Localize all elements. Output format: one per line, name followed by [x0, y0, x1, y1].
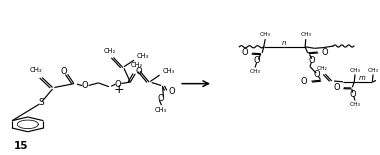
Text: +: +	[114, 83, 124, 96]
Text: CH₂: CH₂	[317, 66, 328, 71]
Text: O: O	[350, 90, 356, 99]
Text: O: O	[314, 70, 320, 79]
Text: CH₃: CH₃	[300, 32, 311, 37]
Text: O: O	[242, 48, 248, 57]
Text: 15: 15	[14, 141, 28, 151]
Text: CH₃: CH₃	[350, 102, 361, 107]
Text: CH₃: CH₃	[137, 53, 149, 59]
Text: O: O	[168, 87, 175, 96]
Text: CH₃: CH₃	[260, 32, 271, 37]
Text: O: O	[254, 56, 260, 65]
Text: CH₂: CH₂	[131, 62, 143, 68]
Text: CH₃: CH₃	[250, 69, 261, 74]
Text: O: O	[60, 67, 67, 76]
Text: O: O	[309, 56, 315, 65]
Text: O: O	[115, 80, 121, 89]
Text: CH₃: CH₃	[163, 68, 175, 74]
Text: CH₂: CH₂	[30, 67, 43, 73]
Text: S: S	[38, 98, 44, 107]
Text: m: m	[359, 75, 366, 81]
Text: CH₃: CH₃	[350, 68, 361, 73]
Text: O: O	[157, 94, 164, 103]
Text: O: O	[322, 47, 329, 57]
Text: CH₃: CH₃	[155, 107, 167, 113]
Text: CH₃: CH₃	[367, 68, 378, 73]
Text: n: n	[282, 40, 287, 46]
Text: O: O	[333, 83, 340, 92]
Text: CH₂: CH₂	[103, 48, 116, 54]
Text: O: O	[82, 81, 89, 91]
Text: O: O	[135, 67, 142, 76]
Text: O: O	[300, 77, 307, 86]
